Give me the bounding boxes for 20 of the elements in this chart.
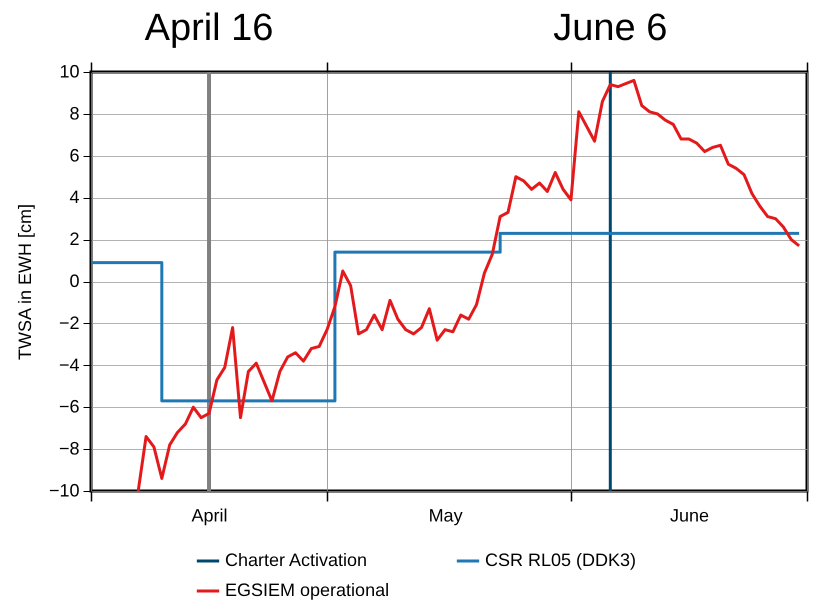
y-tick-label: −8 xyxy=(58,438,80,459)
y-tick-label: 8 xyxy=(69,103,80,124)
y-tick-label: 0 xyxy=(69,271,80,291)
y-tick-label: −10 xyxy=(48,480,80,500)
y-tick-label: 4 xyxy=(69,187,80,208)
y-axis-title: TWSA in EWH [cm] xyxy=(14,204,35,360)
legend-label: CSR RL05 (DDK3) xyxy=(485,550,636,570)
y-tick-label: 6 xyxy=(69,145,80,166)
x-tick-label: May xyxy=(428,506,463,526)
y-tick-label: 2 xyxy=(69,229,80,250)
legend-label: Charter Activation xyxy=(225,550,368,570)
y-tick-label: −4 xyxy=(58,354,80,375)
y-tick-label: 10 xyxy=(59,62,80,82)
y-tick-label: −2 xyxy=(58,312,80,333)
annotation: June 6 xyxy=(553,7,668,49)
x-tick-label: April xyxy=(192,506,228,526)
legend-label: EGSIEM operational xyxy=(225,580,390,600)
x-tick-label: June xyxy=(670,506,709,526)
y-tick-label: −6 xyxy=(58,396,80,417)
ref-line-label: April 16 xyxy=(144,7,274,49)
